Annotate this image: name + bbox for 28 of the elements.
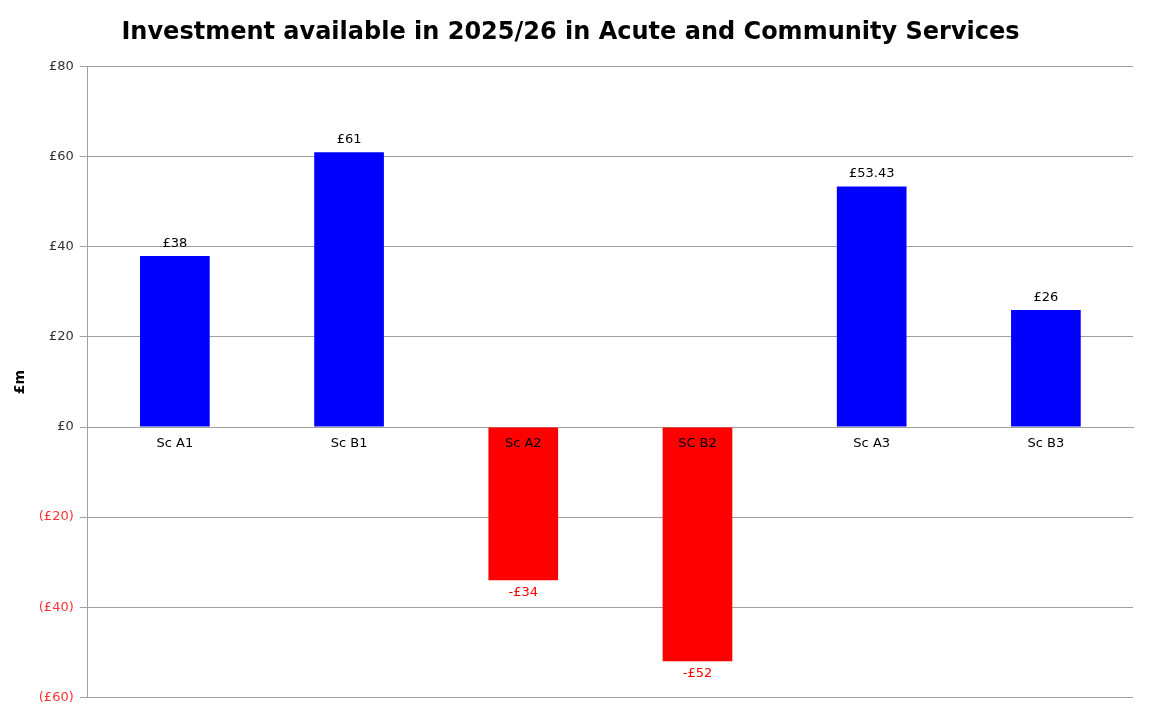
bar [140,255,210,427]
data-label: £26 [1033,288,1059,304]
chart-title: Investment available in 2025/26 in Acute and Community Services [121,16,1020,45]
bar [314,152,384,427]
y-tick-label: (£60) [38,688,74,704]
y-tick-label: £0 [57,418,74,434]
data-label: £38 [162,234,188,250]
x-tick-label: Sc A1 [156,435,194,451]
data-label: £53.43 [848,165,895,181]
y-tick-label: £40 [48,238,74,254]
y-tick-label: £20 [48,328,74,344]
data-label: -£34 [508,584,539,599]
y-tick-label: £60 [48,148,74,164]
data-label: £61 [336,131,362,147]
bar [488,427,559,581]
bar [836,186,907,427]
x-tick-label: Sc B3 [1027,435,1065,451]
data-label: -£52 [682,665,713,681]
bar [662,427,733,662]
x-tick-label: Sc B1 [330,435,368,451]
x-tick-label: SC B2 [678,435,717,451]
y-tick-label: (£40) [38,598,74,614]
x-tick-label: Sc A2 [504,435,542,451]
bar [1011,309,1081,427]
y-tick-label: (£20) [38,508,74,524]
x-tick-label: Sc A3 [853,435,891,451]
y-tick-label: £80 [48,58,74,74]
y-axis-title: £m [11,369,28,395]
